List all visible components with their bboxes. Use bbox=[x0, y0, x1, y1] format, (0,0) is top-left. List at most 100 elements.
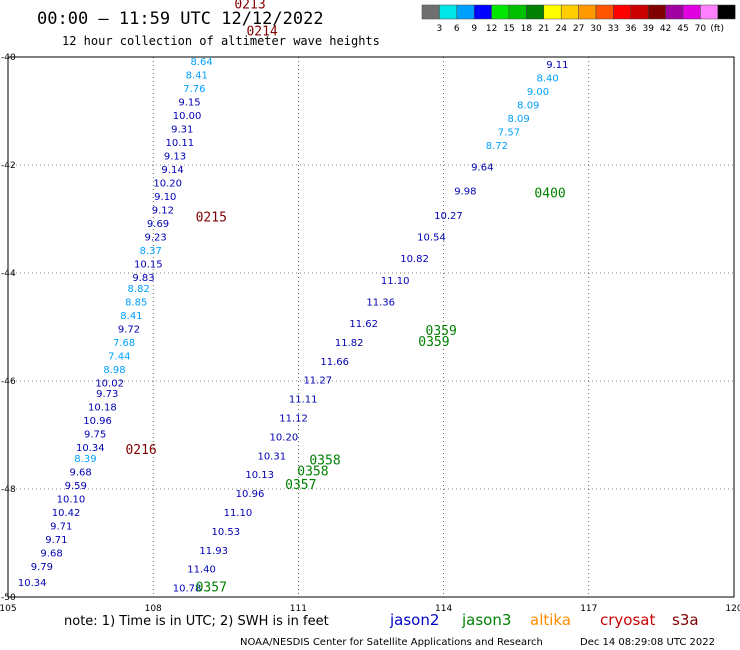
wave-height-point: 10.27 bbox=[434, 211, 463, 222]
satellite-jason3: jason3 bbox=[461, 611, 511, 629]
colorbar-swatch bbox=[439, 4, 458, 20]
wave-height-point: 11.12 bbox=[279, 414, 308, 425]
wave-height-point: 9.59 bbox=[65, 481, 87, 492]
wave-height-point: 9.23 bbox=[144, 233, 166, 244]
wave-height-point: 10.15 bbox=[134, 260, 163, 271]
wave-height-point: 8.82 bbox=[128, 284, 150, 295]
wave-height-point: 9.71 bbox=[45, 535, 67, 546]
colorbar-swatch bbox=[421, 4, 440, 20]
footer-credit: NOAA/NESDIS Center for Satellite Applica… bbox=[240, 637, 543, 648]
wave-height-point: 11.27 bbox=[303, 376, 332, 387]
wave-height-point: 10.10 bbox=[57, 495, 86, 506]
wave-height-point: 9.75 bbox=[84, 430, 106, 441]
colorbar-swatch bbox=[595, 4, 614, 20]
wave-height-point: 9.11 bbox=[546, 60, 568, 71]
wave-height-point: 10.34 bbox=[76, 443, 105, 454]
colorbar-label: 18 bbox=[521, 24, 533, 34]
wave-height-point: 11.82 bbox=[335, 338, 364, 349]
wave-height-point: 7.44 bbox=[108, 351, 130, 362]
wave-height-point: 8.39 bbox=[74, 454, 96, 465]
wave-height-point: 8.41 bbox=[120, 311, 142, 322]
colorbar-label: 33 bbox=[608, 24, 619, 34]
colorbar-swatch bbox=[717, 4, 736, 20]
wave-height-point: 10.96 bbox=[83, 416, 112, 427]
wave-height-point: 10.02 bbox=[95, 378, 124, 389]
colorbar-legend: 3 6 9 12 15 18 21 24 27 30 33 36 39 42 45 70 (ft) bbox=[421, 4, 736, 34]
wave-height-point: 9.68 bbox=[69, 468, 91, 479]
wave-height-point: 9.13 bbox=[164, 152, 186, 163]
wave-height-point: 10.20 bbox=[270, 432, 299, 443]
colorbar-label: 15 bbox=[503, 24, 514, 34]
colorbar-label: 39 bbox=[642, 24, 654, 34]
satellite-legend: jason2 jason3 altika cryosat s3a bbox=[389, 611, 699, 629]
time-label: 0359 bbox=[426, 324, 457, 339]
colorbar-label: 42 bbox=[660, 24, 671, 34]
wave-height-point: 9.72 bbox=[118, 324, 140, 335]
x-tick-label: 105 bbox=[0, 604, 17, 614]
plot-frame bbox=[7, 56, 735, 598]
y-axis: -40 -42 -44 -46 -48 -50 bbox=[1, 53, 16, 603]
wave-height-point: 10.20 bbox=[153, 179, 182, 190]
wave-height-point: 8.15 bbox=[566, 33, 588, 44]
footer-timestamp: Dec 14 08:29:08 UTC 2022 bbox=[580, 637, 715, 648]
colorbar-label: 45 bbox=[677, 24, 688, 34]
satellite-s3a: s3a bbox=[672, 611, 699, 629]
wave-height-point: 11.36 bbox=[366, 297, 395, 308]
wave-height-point: 8.09 bbox=[517, 100, 539, 111]
satellite-jason2: jason2 bbox=[389, 611, 439, 629]
chart-title: 00:00 — 11:59 UTC 12/12/2022 bbox=[37, 9, 324, 29]
wave-height-point: 8.98 bbox=[103, 365, 125, 376]
colorbar-swatch bbox=[456, 4, 475, 20]
wave-height-point: 8.40 bbox=[537, 73, 559, 84]
wave-height-point: 9.83 bbox=[132, 273, 154, 284]
wave-height-point: 9.73 bbox=[96, 389, 118, 400]
wave-height-point: 10.18 bbox=[88, 403, 117, 414]
colorbar-swatch bbox=[560, 4, 579, 20]
time-label: 0215 bbox=[196, 211, 227, 226]
time-label: 0213 bbox=[234, 0, 265, 12]
x-tick-label: 114 bbox=[435, 604, 452, 614]
chart-subtitle: 12 hour collection of altimeter wave hei… bbox=[62, 34, 380, 48]
colorbar-label: 21 bbox=[538, 24, 549, 34]
wave-height-point: 6.23 bbox=[595, 0, 617, 3]
colorbar-label: 12 bbox=[486, 24, 497, 34]
time-label: 0359 bbox=[418, 335, 449, 350]
wave-height-point: 8.72 bbox=[486, 141, 508, 152]
colorbar-swatch bbox=[508, 4, 527, 20]
wave-height-point: 10.42 bbox=[52, 508, 81, 519]
wave-height-point: 9.79 bbox=[31, 562, 53, 573]
wave-height-point: 7.76 bbox=[183, 84, 205, 95]
colorbar-swatch bbox=[682, 4, 701, 20]
wave-height-point: 7.57 bbox=[498, 127, 520, 138]
wave-height-point: 8.37 bbox=[140, 246, 162, 257]
wave-height-point: 9.69 bbox=[147, 219, 169, 230]
wave-height-point: 7.68 bbox=[113, 338, 135, 349]
x-axis: 105 108 111 114 117 120 bbox=[0, 604, 740, 614]
wave-height-point: 11.40 bbox=[187, 565, 216, 576]
wave-height-point: 10.78 bbox=[173, 584, 202, 595]
wave-height-point: 9.15 bbox=[178, 98, 200, 109]
colorbar-unit: (ft) bbox=[710, 24, 724, 34]
time-label: 0400 bbox=[534, 186, 565, 201]
colorbar-swatch bbox=[630, 4, 649, 20]
time-labels: 0213021402150216035703570358035803590359… bbox=[125, 0, 565, 596]
wave-height-point: 10.53 bbox=[211, 527, 240, 538]
wave-height-point: 9.98 bbox=[454, 187, 476, 198]
wave-height-point: 8.64 bbox=[190, 57, 212, 68]
colorbar-label: 3 bbox=[437, 24, 443, 34]
colorbar-swatch bbox=[543, 4, 562, 20]
wave-height-point: 10.11 bbox=[165, 138, 194, 149]
footer-note: note: 1) Time is in UTC; 2) SWH is in fe… bbox=[64, 614, 329, 629]
wave-height-point: 11.11 bbox=[289, 395, 318, 406]
colorbar-label: 36 bbox=[625, 24, 637, 34]
colorbar-label: 27 bbox=[573, 24, 584, 34]
x-tick-label: 111 bbox=[290, 604, 307, 614]
time-label: 0358 bbox=[297, 465, 328, 480]
wave-height-point: 10.34 bbox=[18, 578, 47, 589]
wave-height-point: 8.99 bbox=[556, 46, 578, 57]
colorbar-swatch bbox=[526, 4, 545, 20]
wave-height-point: 9.64 bbox=[471, 162, 493, 173]
time-label: 0358 bbox=[309, 454, 340, 469]
colorbar-label: 70 bbox=[695, 24, 707, 34]
